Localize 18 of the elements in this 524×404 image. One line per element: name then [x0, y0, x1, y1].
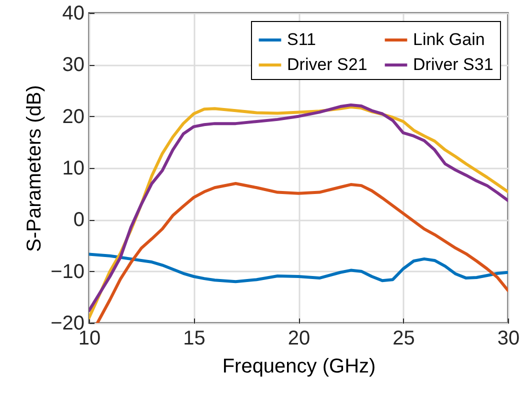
line-series	[89, 252, 508, 284]
x-tick-label: 20	[288, 328, 310, 350]
y-tick-label: 30	[62, 54, 84, 76]
y-axis-title: S-Parameters (dB)	[24, 85, 46, 252]
y-tick-label: −10	[50, 260, 84, 283]
line-series	[96, 182, 508, 323]
x-tick-label: 15	[183, 328, 206, 350]
y-tick-label: 20	[62, 106, 84, 128]
y-tick-label: 10	[62, 158, 84, 180]
legend-label: S11	[287, 30, 316, 49]
y-tick-label: 40	[62, 2, 84, 24]
x-tick-label: 25	[392, 328, 415, 350]
legend-label: Link Gain	[413, 30, 485, 49]
legend-label: Driver S21	[287, 55, 368, 74]
y-tick-label: 0	[73, 209, 84, 232]
x-axis-title: Frequency (GHz)	[222, 356, 376, 378]
x-tick-label: 30	[497, 328, 520, 350]
legend-label: Driver S31	[413, 55, 494, 74]
